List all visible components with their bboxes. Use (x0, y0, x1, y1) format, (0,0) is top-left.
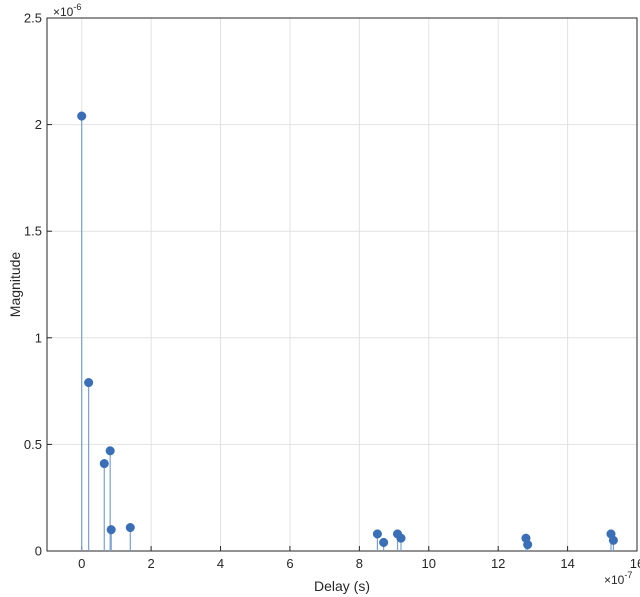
y-tick-label: 2 (35, 117, 42, 132)
stem-marker (99, 459, 109, 469)
x-tick-label: 2 (148, 556, 155, 571)
stem-marker (105, 446, 115, 456)
y-tick-label: 2.5 (24, 11, 42, 26)
stem-marker (396, 533, 406, 543)
stem-marker (106, 525, 116, 535)
plot-frame (46, 17, 638, 552)
y-multiplier-exponent: -6 (73, 2, 81, 12)
x-tick-label: 10 (422, 556, 436, 571)
stem-marker (608, 535, 618, 545)
grid-lines (47, 17, 638, 552)
y-axis-ticks: 0 0.5 1 1.5 2 2.5 (24, 11, 52, 559)
stem-marker (125, 522, 135, 533)
stem-marker (77, 111, 87, 121)
stem-marker (379, 537, 389, 548)
x-tick-label: 16 (630, 556, 640, 571)
x-multiplier-exponent: -7 (624, 570, 632, 580)
stem-marker (84, 378, 94, 388)
x-tick-label: 14 (560, 556, 574, 571)
x-axis-ticks: 0 2 4 6 8 10 12 14 16 (78, 546, 640, 571)
y-tick-label: 1 (35, 330, 42, 345)
stem-marker (372, 529, 382, 539)
stem-marker (523, 540, 533, 550)
x-tick-label: 8 (356, 556, 363, 571)
x-axis-label: Delay (s) (314, 578, 370, 594)
x-tick-label: 4 (217, 556, 224, 571)
x-tick-label: 0 (78, 556, 85, 571)
y-tick-label: 0 (35, 544, 42, 559)
x-axis-multiplier: ×10-7 (604, 570, 632, 587)
y-tick-label: 1.5 (24, 224, 42, 239)
data-stems (81, 116, 615, 551)
y-tick-label: 0.5 (24, 437, 42, 452)
y-multiplier-base: ×10 (53, 5, 74, 19)
y-axis-multiplier: ×10-6 (53, 2, 81, 19)
y-axis-label: Magnitude (7, 252, 23, 318)
data-markers (77, 111, 618, 550)
x-tick-label: 6 (286, 556, 293, 571)
x-tick-label: 12 (491, 556, 505, 571)
x-multiplier-base: ×10 (604, 573, 625, 587)
